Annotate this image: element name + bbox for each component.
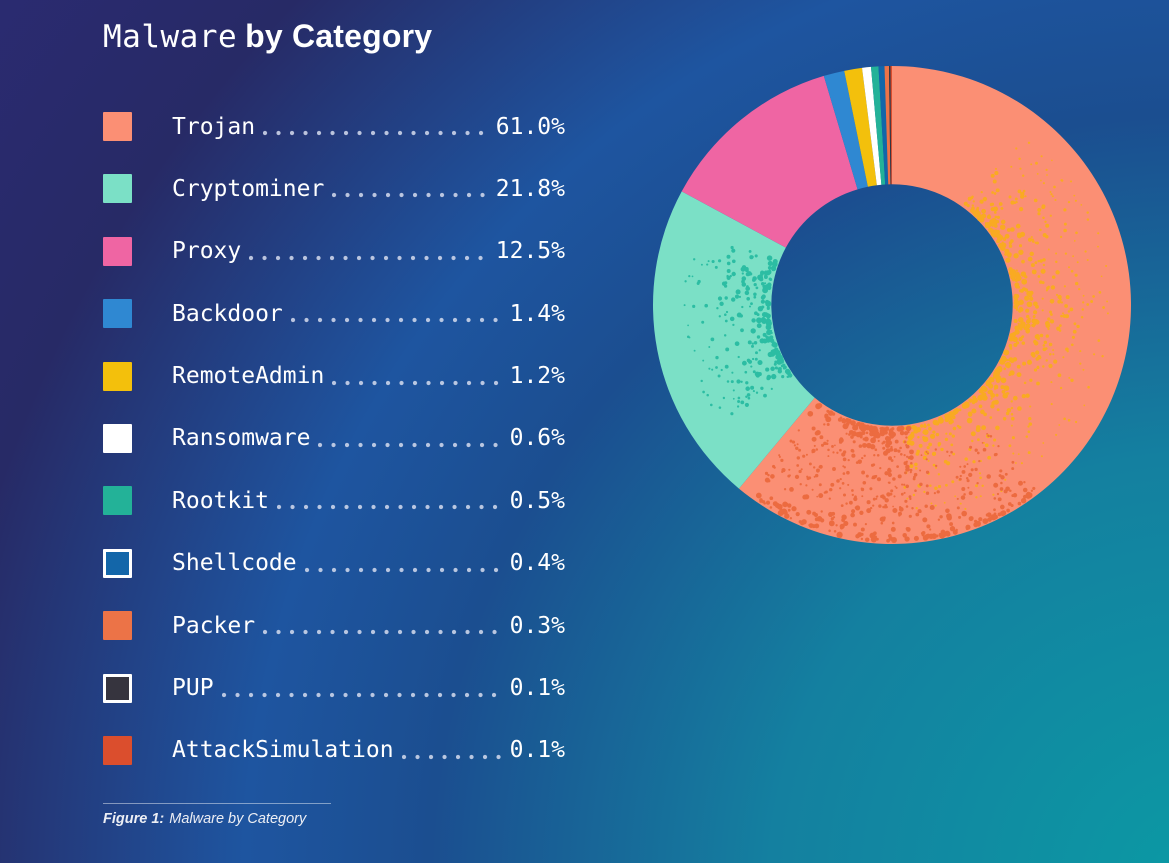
legend-item-ransomware: Ransomware 0.6% <box>103 423 565 453</box>
figure-caption: Figure 1: Malware by Category <box>103 803 335 827</box>
slice-backdoor <box>823 70 868 190</box>
legend-label: Proxy <box>172 238 242 265</box>
texture-dots <box>755 433 1036 543</box>
legend-swatch <box>103 611 132 641</box>
legend-item-remoteadmin: RemoteAdmin 1.2% <box>103 361 565 391</box>
legend-value: 0.4% <box>509 550 565 577</box>
legend-swatch <box>103 361 132 391</box>
legend-label: RemoteAdmin <box>172 363 325 390</box>
legend-label: Packer <box>172 612 256 639</box>
dotted-leader <box>332 379 504 386</box>
legend-item-pup: PUP 0.1% <box>103 673 565 703</box>
legend-item-trojan: Trojan 61.0% <box>103 112 565 141</box>
donut-chart <box>651 64 1133 546</box>
slice-shellcode <box>878 66 889 185</box>
legend-swatch <box>103 112 132 141</box>
dotted-leader <box>263 130 490 136</box>
dotted-leader <box>249 254 490 261</box>
dotted-leader <box>332 192 490 199</box>
dotted-leader <box>401 753 504 760</box>
legend-swatch <box>103 673 132 703</box>
legend-label: Cryptominer <box>172 175 325 202</box>
legend-value: 21.8% <box>495 175 565 202</box>
legend-value: 0.5% <box>509 487 565 514</box>
page-title-mono: Malware <box>103 19 238 55</box>
dotted-leader <box>318 441 504 448</box>
texture-dots <box>683 245 793 416</box>
legend-label: AttackSimulation <box>172 737 394 764</box>
legend-label: PUP <box>172 675 214 702</box>
slice-proxy <box>681 75 858 248</box>
legend-item-attacksimulation: AttackSimulation 0.1% <box>103 735 565 765</box>
dotted-leader <box>221 691 504 698</box>
slice-rootkit <box>870 66 886 185</box>
legend-swatch <box>103 423 132 453</box>
dotted-leader <box>263 629 504 636</box>
legend-swatch <box>103 735 132 765</box>
legend-swatch <box>103 548 132 578</box>
slice-pup <box>888 66 892 185</box>
dotted-leader <box>276 504 504 511</box>
caption-prefix: Figure 1: <box>103 811 165 827</box>
dotted-leader <box>290 317 504 324</box>
legend-label: Rootkit <box>172 487 269 514</box>
legend-swatch <box>103 174 132 204</box>
legend-swatch <box>103 299 132 329</box>
page-title-bold: by Category <box>245 18 433 54</box>
slice-trojan <box>738 66 1131 544</box>
caption-divider <box>103 803 331 804</box>
caption-body: Malware by Category <box>169 811 307 827</box>
legend-value: 12.5% <box>495 238 565 265</box>
caption-text: Figure 1: Malware by Category <box>103 811 335 827</box>
legend-value: 0.1% <box>509 737 565 764</box>
legend-item-cryptominer: Cryptominer 21.8% <box>103 174 565 204</box>
legend-item-proxy: Proxy 12.5% <box>103 236 565 266</box>
legend-value: 1.2% <box>509 363 565 390</box>
legend-item-shellcode: Shellcode 0.4% <box>103 548 565 578</box>
legend-item-packer: Packer 0.3% <box>103 611 565 641</box>
donut-chart-svg <box>652 65 1131 544</box>
chart-legend: Trojan 61.0% Cryptominer 21.8% Proxy 12.5% Bac… <box>103 112 565 798</box>
legend-label: Trojan <box>172 113 256 140</box>
legend-value: 0.3% <box>509 612 565 639</box>
legend-label: Ransomware <box>172 425 311 452</box>
legend-value: 1.4% <box>509 300 565 327</box>
page-title: Malware by Category <box>103 16 432 57</box>
texture-dots <box>772 403 916 510</box>
legend-value: 0.6% <box>509 425 565 452</box>
legend-label: Shellcode <box>172 550 297 577</box>
legend-item-rootkit: Rootkit 0.5% <box>103 486 565 516</box>
slice-packer <box>884 66 891 185</box>
legend-value: 61.0% <box>495 113 565 140</box>
slice-ransomware <box>862 66 882 186</box>
slice-attacksimulation <box>890 65 892 185</box>
legend-item-backdoor: Backdoor 1.4% <box>103 299 565 329</box>
slice-remoteadmin <box>844 67 877 187</box>
dotted-leader <box>304 566 504 573</box>
legend-label: Backdoor <box>172 300 283 327</box>
legend-value: 0.1% <box>509 675 565 702</box>
legend-swatch <box>103 236 132 266</box>
legend-swatch <box>103 486 132 516</box>
